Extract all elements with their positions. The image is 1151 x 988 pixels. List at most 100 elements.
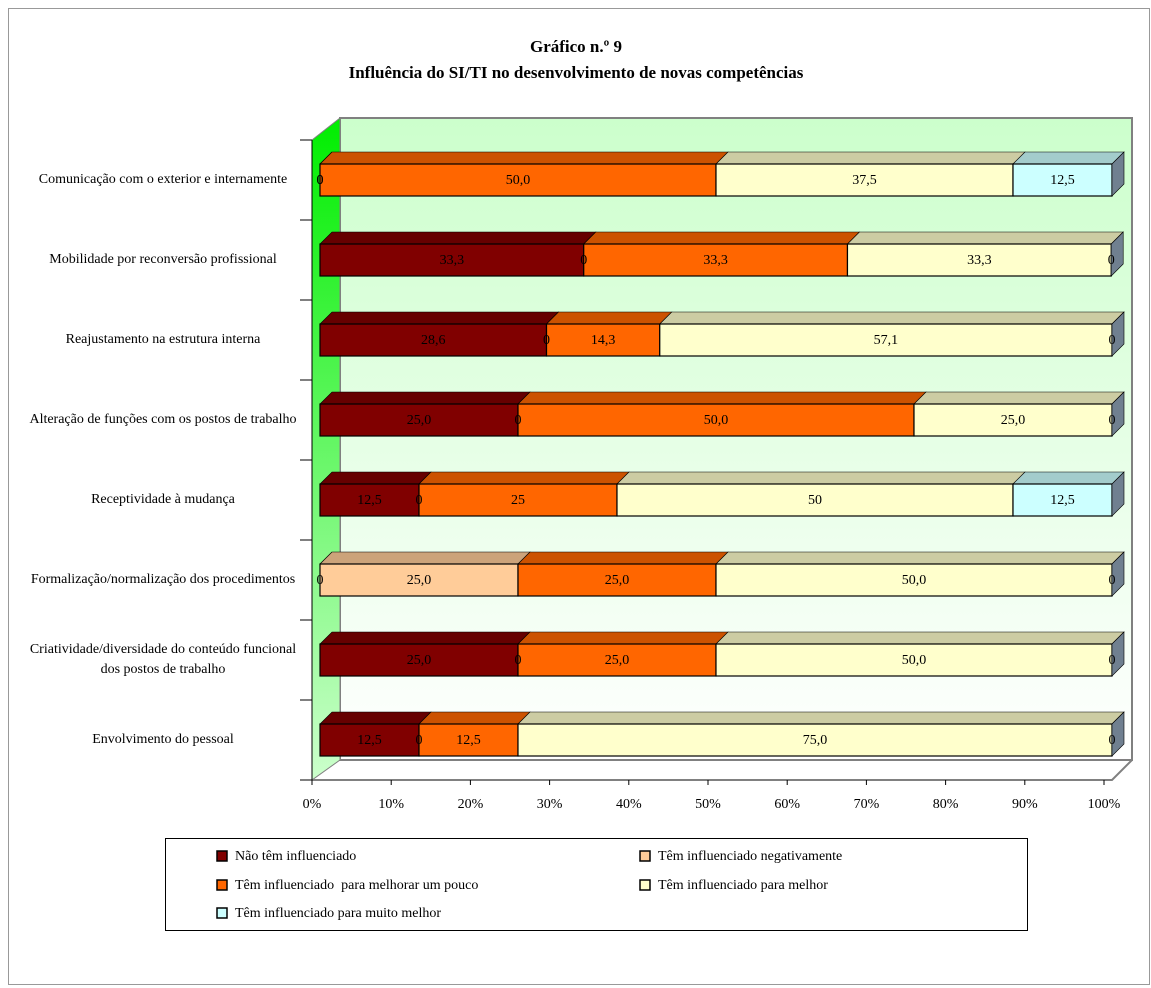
bar xyxy=(846,243,1112,277)
bar-top xyxy=(583,231,861,245)
data-label: 33,3 xyxy=(440,253,465,268)
legend xyxy=(165,838,1028,931)
data-label: 12,5 xyxy=(1050,173,1075,188)
data-label: 57,1 xyxy=(874,333,899,348)
data-label: 50,0 xyxy=(902,653,927,668)
x-tick-label: 70% xyxy=(854,797,880,812)
legend-label: Têm influenciado para muito melhor xyxy=(235,906,441,921)
bar-top xyxy=(319,311,560,325)
data-label: 12,5 xyxy=(1050,493,1075,508)
data-label: 0 xyxy=(515,653,522,668)
bar xyxy=(715,563,1113,597)
data-label: 0 xyxy=(543,333,550,348)
bar-top xyxy=(517,631,729,645)
y-tick-label: Alteração de funções com os postos de tr… xyxy=(29,412,297,427)
bar-top xyxy=(1012,151,1125,165)
bar-top xyxy=(319,471,432,485)
bar-top xyxy=(715,551,1125,565)
data-label: 33,3 xyxy=(703,253,728,268)
bar xyxy=(517,403,915,437)
bar xyxy=(319,723,420,757)
data-label: 0 xyxy=(1109,733,1116,748)
bar-end xyxy=(1111,551,1125,597)
x-tick-label: 90% xyxy=(1012,797,1038,812)
bar-top xyxy=(1012,471,1125,485)
bar xyxy=(319,563,519,597)
bar-top xyxy=(418,711,531,725)
x-tick-label: 0% xyxy=(303,797,322,812)
data-label: 50,0 xyxy=(506,173,531,188)
legend-label: Têm influenciado para melhorar um pouco xyxy=(235,878,478,893)
bar-top xyxy=(319,711,432,725)
x-tick-label: 40% xyxy=(616,797,642,812)
bar-top xyxy=(319,631,531,645)
bar xyxy=(659,323,1113,357)
y-tick-label: Receptividade à mudança xyxy=(91,492,235,507)
data-label: 0 xyxy=(1109,413,1116,428)
y-tick-label: Criatividade/diversidade do conteúdo fun… xyxy=(29,642,297,677)
bar-top xyxy=(319,391,531,405)
bar-top xyxy=(319,151,729,165)
bar xyxy=(1012,483,1113,517)
bar xyxy=(1012,163,1113,197)
data-label: 28,6 xyxy=(421,333,446,348)
side-wall xyxy=(311,116,341,781)
data-label: 0 xyxy=(580,253,587,268)
data-label: 0 xyxy=(416,493,423,508)
data-label: 50 xyxy=(808,493,822,508)
bar xyxy=(517,563,717,597)
data-label: 0 xyxy=(1109,653,1116,668)
data-label: 50,0 xyxy=(902,573,927,588)
bar-end xyxy=(1111,631,1125,677)
data-label: 50,0 xyxy=(704,413,729,428)
y-tick-label: Mobilidade por reconversão profissional xyxy=(49,252,277,267)
bar-top xyxy=(715,151,1026,165)
legend-label: Têm influenciado para melhor xyxy=(658,878,828,893)
bar xyxy=(319,163,717,197)
bar-end xyxy=(1111,151,1125,197)
data-label: 25,0 xyxy=(605,653,630,668)
legend-swatch xyxy=(216,879,228,891)
bar-end xyxy=(1111,391,1125,437)
floor-edge xyxy=(312,759,1133,781)
data-label: 12,5 xyxy=(357,733,382,748)
bar-top xyxy=(319,231,597,245)
x-tick-label: 100% xyxy=(1088,797,1121,812)
data-label: 0 xyxy=(1108,253,1115,268)
bar xyxy=(319,643,519,677)
data-label: 25,0 xyxy=(407,413,432,428)
bar xyxy=(715,163,1014,197)
bar-top xyxy=(659,311,1125,325)
bar-end xyxy=(1111,471,1125,517)
data-label: 0 xyxy=(317,573,324,588)
bar-top xyxy=(517,711,1125,725)
x-tick-label: 60% xyxy=(774,797,800,812)
bar-top xyxy=(319,551,531,565)
bar-end xyxy=(1111,711,1125,757)
bar-top xyxy=(913,391,1125,405)
chart-subtitle: Influência do SI/TI no desenvolvimento d… xyxy=(349,63,804,82)
bar xyxy=(715,643,1113,677)
x-tick-label: 80% xyxy=(933,797,959,812)
bar xyxy=(319,483,420,517)
data-label: 25,0 xyxy=(407,573,432,588)
data-label: 0 xyxy=(416,733,423,748)
chart-title: Gráfico n.º 9 xyxy=(530,37,622,56)
y-tick-label: Envolvimento do pessoal xyxy=(92,732,234,747)
bar xyxy=(418,723,519,757)
y-tick-label: Reajustamento na estrutura interna xyxy=(65,332,261,347)
data-label: 25 xyxy=(511,493,525,508)
data-label: 33,3 xyxy=(967,253,992,268)
legend-swatch xyxy=(216,850,228,862)
bar xyxy=(616,483,1014,517)
data-label: 0 xyxy=(1109,573,1116,588)
data-label: 25,0 xyxy=(407,653,432,668)
bar xyxy=(319,243,585,277)
x-tick-label: 30% xyxy=(537,797,563,812)
x-tick-label: 10% xyxy=(378,797,404,812)
legend-swatch xyxy=(216,907,228,919)
legend-label: Têm influenciado negativamente xyxy=(658,849,842,864)
bar xyxy=(319,323,548,357)
bar-top xyxy=(418,471,630,485)
